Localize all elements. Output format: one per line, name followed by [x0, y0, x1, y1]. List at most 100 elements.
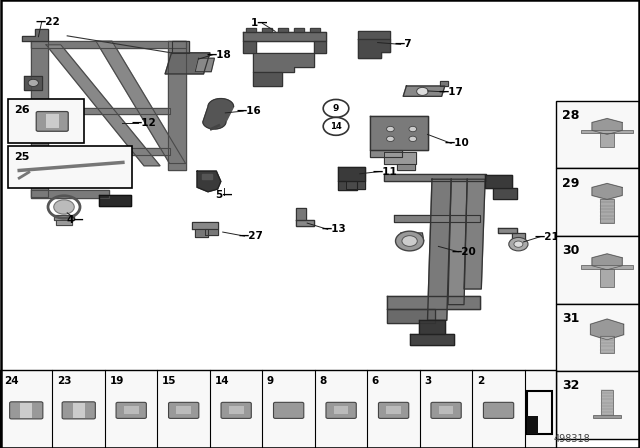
Polygon shape — [591, 319, 623, 340]
Polygon shape — [31, 190, 109, 198]
Text: 5—: 5— — [215, 190, 233, 200]
Circle shape — [417, 87, 428, 95]
Bar — [46, 114, 59, 128]
Polygon shape — [498, 228, 517, 233]
Text: 8: 8 — [319, 376, 326, 386]
Text: 28: 28 — [562, 109, 579, 122]
Polygon shape — [22, 29, 48, 41]
Bar — [177, 406, 191, 414]
Circle shape — [387, 126, 394, 132]
FancyBboxPatch shape — [10, 402, 43, 419]
Polygon shape — [165, 53, 210, 74]
Text: 30: 30 — [562, 244, 579, 257]
Polygon shape — [358, 31, 390, 39]
FancyBboxPatch shape — [431, 402, 461, 418]
Circle shape — [409, 136, 417, 142]
Polygon shape — [410, 334, 454, 345]
Bar — [593, 415, 621, 418]
Polygon shape — [195, 229, 208, 237]
Polygon shape — [202, 174, 212, 179]
Text: 15: 15 — [162, 376, 177, 386]
Polygon shape — [493, 188, 517, 199]
FancyBboxPatch shape — [168, 402, 199, 418]
Polygon shape — [197, 171, 221, 192]
Polygon shape — [243, 32, 326, 41]
Text: —27: —27 — [238, 231, 263, 241]
Circle shape — [323, 117, 349, 135]
Polygon shape — [384, 152, 416, 164]
Polygon shape — [48, 108, 170, 114]
Text: 32: 32 — [562, 379, 579, 392]
Text: —21: —21 — [534, 232, 559, 241]
Polygon shape — [394, 215, 480, 222]
Text: —13: —13 — [321, 224, 346, 234]
Text: 6: 6 — [372, 376, 379, 386]
Polygon shape — [243, 41, 256, 53]
Polygon shape — [205, 229, 218, 235]
Bar — [556, 371, 639, 439]
Polygon shape — [592, 254, 622, 270]
Text: 498318: 498318 — [554, 435, 590, 444]
Polygon shape — [172, 41, 189, 53]
Polygon shape — [31, 41, 186, 48]
Text: —7: —7 — [394, 39, 412, 49]
Polygon shape — [403, 86, 445, 96]
Text: 4—: 4— — [67, 215, 84, 224]
Text: —22: —22 — [35, 17, 60, 27]
Bar — [8, 146, 132, 188]
Polygon shape — [512, 233, 525, 242]
Text: 14: 14 — [214, 376, 229, 386]
Bar — [600, 336, 614, 353]
Polygon shape — [99, 195, 131, 206]
Bar — [439, 406, 453, 414]
Circle shape — [402, 236, 417, 246]
Polygon shape — [168, 41, 186, 170]
Bar — [124, 406, 138, 414]
Polygon shape — [338, 167, 365, 181]
FancyBboxPatch shape — [378, 402, 409, 418]
Text: 1—: 1— — [252, 18, 269, 28]
Text: —10: —10 — [445, 138, 470, 148]
Circle shape — [54, 200, 74, 214]
Text: 26: 26 — [14, 105, 29, 115]
Polygon shape — [192, 222, 218, 229]
Bar — [556, 168, 639, 236]
Polygon shape — [246, 28, 256, 32]
Polygon shape — [401, 233, 424, 241]
Bar — [527, 391, 552, 434]
Text: 14: 14 — [330, 122, 342, 131]
Text: 29: 29 — [562, 177, 579, 190]
Polygon shape — [296, 208, 306, 220]
Polygon shape — [370, 116, 428, 150]
Text: —16: —16 — [237, 106, 262, 116]
Circle shape — [28, 79, 38, 86]
Bar — [556, 304, 639, 371]
Polygon shape — [253, 72, 282, 86]
Text: —12: —12 — [131, 118, 156, 128]
Polygon shape — [314, 41, 326, 53]
Bar — [581, 129, 633, 133]
Bar — [527, 416, 538, 434]
Polygon shape — [294, 28, 304, 32]
Polygon shape — [262, 28, 272, 32]
Text: 9: 9 — [267, 376, 274, 386]
FancyBboxPatch shape — [221, 402, 252, 418]
Circle shape — [514, 241, 523, 247]
Bar — [601, 390, 613, 415]
Polygon shape — [397, 164, 415, 170]
Polygon shape — [592, 119, 622, 134]
Text: —20: —20 — [452, 247, 477, 257]
Polygon shape — [485, 175, 512, 188]
Text: —11: —11 — [372, 167, 397, 177]
Polygon shape — [370, 150, 402, 157]
Polygon shape — [54, 215, 74, 220]
FancyBboxPatch shape — [483, 402, 514, 418]
Polygon shape — [24, 172, 48, 180]
FancyBboxPatch shape — [326, 402, 356, 418]
Polygon shape — [358, 39, 390, 58]
Circle shape — [387, 136, 394, 142]
Polygon shape — [440, 81, 448, 86]
Text: 3: 3 — [424, 376, 431, 386]
FancyBboxPatch shape — [116, 402, 147, 418]
Text: —17: —17 — [438, 87, 463, 97]
